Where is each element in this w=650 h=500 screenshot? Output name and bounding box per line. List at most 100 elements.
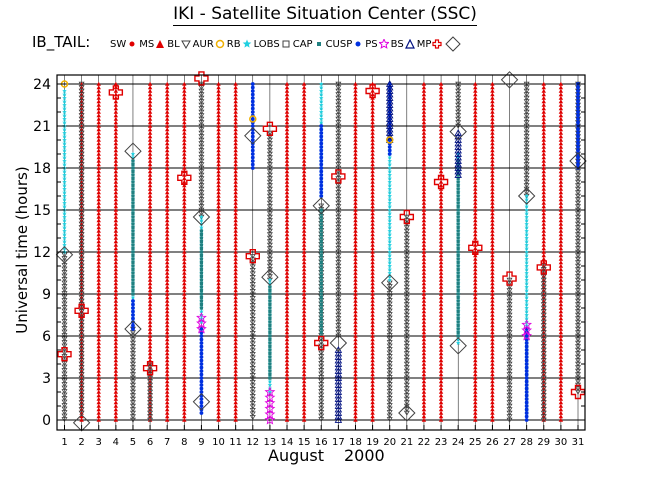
ms-marker [438,358,444,363]
ms-marker [473,137,478,142]
ms-marker [490,389,495,394]
ms-marker [284,403,290,408]
ms-marker [541,81,546,86]
ms-marker [473,326,478,331]
bl-marker [506,358,513,364]
bl-marker [61,382,68,388]
ms-marker [421,176,427,181]
rb-marker [199,214,204,219]
diamond-marker [261,268,279,286]
ms-marker [353,298,358,303]
ms-marker [182,277,187,282]
ms-marker [216,316,221,321]
bl-marker [198,179,205,185]
bl-marker [266,253,273,259]
ms-marker [96,228,101,233]
ms-marker [438,288,444,293]
ms-marker [284,400,290,405]
bl-marker [574,340,582,346]
bl-marker [386,298,393,304]
bl-marker [61,319,68,325]
ms-marker [353,393,358,398]
cap-marker [131,211,135,216]
y-tick-label: 24 [33,77,51,93]
bl-marker [129,382,136,388]
ms-marker [421,232,427,237]
ms-marker [353,372,358,377]
ms-marker [182,183,187,188]
ms-marker [438,333,444,338]
ms-marker [96,190,101,195]
rb-marker [62,95,67,100]
ms-marker [490,179,495,184]
ms-marker [301,333,307,338]
x-tick-label: 6 [147,437,153,448]
ms-marker [233,127,238,132]
ms-marker [421,372,427,377]
ms-marker [490,319,495,324]
ms-marker [353,351,358,356]
ms-marker [113,386,119,391]
ms-marker [473,414,478,419]
ms-marker [558,141,564,146]
ms-marker [96,109,101,114]
ms-marker [165,312,170,317]
ms-marker [490,410,495,415]
ms-marker [165,155,170,160]
ms-marker [421,249,427,254]
ms-marker [182,172,187,177]
ms-marker [284,344,290,349]
bs-marker [454,136,462,143]
ms-marker [165,190,170,195]
ms-marker [558,368,564,373]
ms-marker [216,365,221,370]
cap-marker [456,222,460,226]
bl-marker [61,385,68,391]
bl-marker [78,312,85,318]
ms-marker [421,158,427,163]
bl-marker [506,403,513,409]
bl-marker [78,382,85,388]
ms-marker [421,242,427,247]
bl-marker [78,221,85,227]
ms-marker [96,407,101,412]
ms-marker [438,228,444,233]
ms-marker [113,200,119,205]
bl-marker [249,331,256,336]
ms-marker [370,372,375,377]
bl-marker [78,309,85,315]
ms-marker [353,200,358,205]
ms-marker [353,127,358,132]
bl-marker [335,193,342,199]
bl-marker [78,148,85,154]
bl-marker [386,336,393,342]
cap-marker [199,232,204,237]
bl-marker [574,298,582,304]
ms-marker [301,246,307,251]
ms-marker [301,232,307,237]
rb-marker [62,169,67,174]
ms-marker [96,176,101,181]
bl-marker [335,151,342,157]
bl-marker [78,337,85,343]
bl-marker [147,414,154,420]
ms-marker [541,172,546,177]
ms-marker [284,127,290,132]
ms-marker [438,193,444,198]
mp-marker [331,169,346,184]
ms-marker [353,295,358,300]
ms-marker [113,228,119,233]
bl-marker [318,410,325,416]
bl-marker [61,284,68,290]
ms-marker [233,340,238,345]
bl-marker [540,351,547,357]
ms-marker [421,270,427,275]
mp-marker [142,361,158,376]
ms-marker [96,410,101,415]
ms-marker [216,134,221,139]
ms-marker [284,242,290,247]
cusp-marker [576,159,580,163]
bl-marker [318,368,325,374]
cap-marker [131,264,135,268]
ms-marker [558,179,564,184]
